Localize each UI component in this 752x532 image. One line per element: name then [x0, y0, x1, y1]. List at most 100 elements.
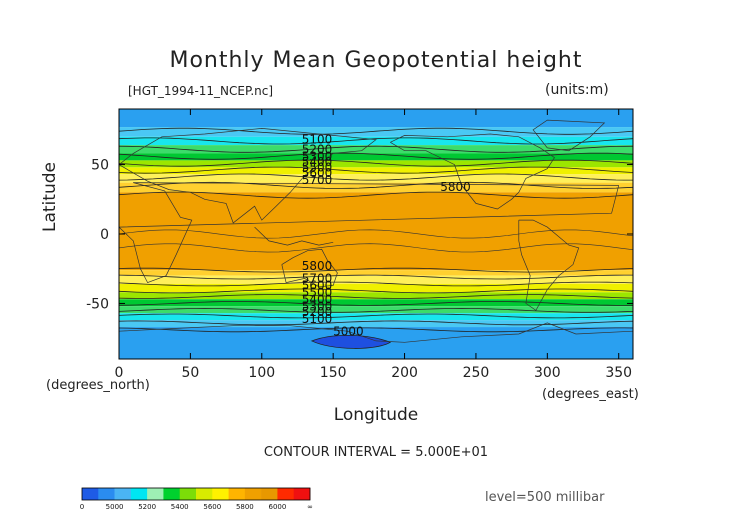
level-text: level=500 millibar: [485, 490, 605, 505]
contour-line: [119, 166, 633, 174]
contour-line: [119, 137, 633, 145]
coastline-path: [119, 322, 633, 343]
contour-interval-text: CONTOUR INTERVAL = 5.000E+01: [263, 445, 489, 460]
colorbar-tick-label: 0: [80, 503, 84, 511]
colorbar-swatch: [196, 488, 213, 500]
x-axis-label: Longitude: [333, 405, 419, 425]
band: [119, 320, 633, 328]
contour-label: 5600: [302, 279, 333, 293]
band: [119, 313, 633, 321]
band: [119, 306, 633, 314]
colorbar-swatch: [82, 488, 99, 500]
contour-line: [119, 152, 633, 160]
x-tick-label: 150: [320, 365, 347, 381]
band: [119, 127, 633, 137]
contour-line: [119, 127, 633, 135]
axes: 0 50 100 150 200 250 300 350 -50 0 50: [86, 109, 633, 381]
colorbar-tick-label: 5200: [138, 503, 156, 511]
contour-label: 5200: [302, 142, 333, 156]
contour-line: [119, 181, 633, 189]
contour-line: [119, 327, 633, 333]
contour-line: [119, 173, 633, 181]
colorbar-swatch: [147, 488, 164, 500]
colorbar-tick-label: 5000: [106, 503, 124, 511]
contour-label: 5100: [302, 133, 333, 147]
contour-line: [119, 294, 633, 299]
band: [119, 174, 633, 183]
contour-label: 5400: [302, 292, 333, 306]
coastline-path: [119, 128, 377, 224]
x-tick-label: 300: [534, 365, 561, 381]
contour-label: 5700: [302, 173, 333, 187]
band: [119, 284, 633, 293]
contour-label: 5400: [302, 155, 333, 169]
y-tick-label: 0: [100, 227, 109, 243]
colorbar-swatch: [244, 488, 262, 500]
x-unit-label: (degrees_east): [542, 387, 639, 402]
contour-line: [119, 281, 633, 287]
x-tick-label: 50: [181, 365, 199, 381]
band: [119, 192, 633, 271]
color-bands: [119, 109, 633, 359]
band: [119, 109, 633, 128]
antarctic-low-patch: [310, 334, 392, 349]
band: [119, 167, 633, 175]
x-tick-label: 250: [463, 365, 490, 381]
coastlines: [119, 119, 633, 343]
colorbar-swatch: [98, 488, 115, 500]
colorbar-tick-label: ∞: [307, 503, 313, 511]
coastline-path: [254, 226, 334, 246]
contour-label: 5100: [302, 312, 333, 326]
source-file-label: [HGT_1994-11_NCEP.nc]: [128, 84, 274, 98]
band: [119, 275, 633, 284]
contour-label: 5500: [302, 286, 333, 300]
contour-line: [119, 313, 633, 319]
units-label: (units:m): [545, 82, 609, 98]
colorbar-tick-label: 5600: [203, 503, 221, 511]
band: [119, 160, 633, 168]
x-tick-label: 350: [605, 365, 632, 381]
y-tick-label: -50: [86, 296, 109, 312]
coastline-path: [532, 119, 606, 152]
coastline-path: [281, 248, 338, 288]
band: [119, 270, 633, 276]
contour-label: 5700: [302, 272, 333, 286]
coastline-path: [119, 182, 620, 284]
colorbar-swatch: [114, 488, 132, 500]
y-tick-label: 50: [91, 158, 109, 174]
contour-line: [119, 267, 633, 273]
chart-title: Monthly Mean Geopotential height: [169, 48, 583, 73]
colorbar-swatch: [261, 488, 278, 500]
contour-label: 5800: [302, 259, 333, 273]
band: [119, 153, 633, 161]
contour-label: 5800: [440, 180, 471, 194]
contour-line: [119, 301, 633, 306]
band: [119, 299, 633, 307]
contour-line: [119, 320, 633, 326]
contour-label: 5300: [302, 149, 333, 163]
colorbar-swatch: [212, 488, 229, 500]
contour-line: [119, 307, 633, 313]
colorbar-tick-label: 6000: [269, 503, 287, 511]
contour-label: 5500: [302, 161, 333, 175]
contour-label: 5200: [302, 305, 333, 319]
y-unit-label: (degrees_north): [46, 378, 150, 393]
colorbar-frame: [81, 487, 311, 501]
contour-label: 5600: [302, 166, 333, 180]
x-tick-label: 200: [391, 365, 418, 381]
contour-line: [119, 229, 633, 239]
contour-label: 5000: [333, 324, 364, 338]
colorbar-swatch: [293, 488, 311, 500]
band: [119, 136, 633, 146]
colorbar-swatch: [179, 488, 197, 500]
band: [119, 145, 633, 154]
contour-label: 5300: [302, 299, 333, 313]
contour-line: [119, 274, 633, 280]
colorbar: 0 5000 5200 5400 5600 5800 6000 ∞: [80, 487, 313, 511]
colorbar-swatch: [277, 488, 295, 500]
x-tick-label: 0: [115, 365, 124, 381]
contour-line: [119, 243, 633, 253]
contour-line: [119, 159, 633, 167]
contour-lines: [119, 127, 633, 333]
